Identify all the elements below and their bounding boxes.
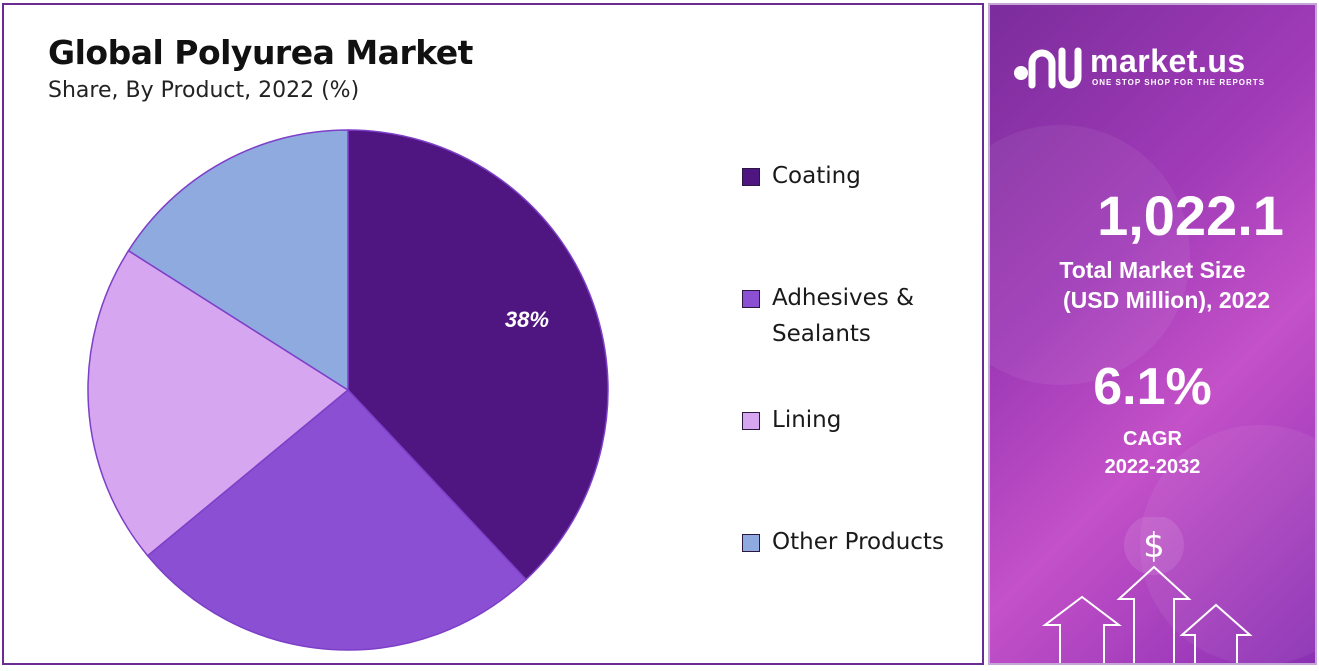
brand-logo: market.us ONE STOP SHOP FOR THE REPORTS: [1012, 43, 1302, 93]
pie-slice-adhesives-sealants: [146, 388, 528, 651]
legend-label-line2: Sealants: [772, 321, 871, 347]
cagr-value: 6.1%: [1093, 358, 1212, 416]
pie-data-label: 38%: [505, 307, 549, 332]
legend-swatch-coating: [742, 168, 760, 186]
legend-label: Adhesives &: [772, 285, 915, 311]
chart-panel: Global Polyurea Market Share, By Product…: [2, 3, 984, 665]
info-panel: market.us ONE STOP SHOP FOR THE REPORTS …: [988, 3, 1317, 665]
legend-swatch-lining: [742, 412, 760, 430]
market-size-caption: (USD Million), 2022: [1062, 287, 1271, 313]
legend-label: Coating: [772, 163, 861, 189]
growth-illustration: $: [1042, 517, 1253, 663]
chart-title: Global Polyurea Market: [48, 33, 473, 72]
brand-name: market.us: [1090, 43, 1246, 79]
legend-swatch-adhesives-sealants: [742, 290, 760, 308]
chart-subtitle: Share, By Product, 2022 (%): [48, 78, 360, 103]
pie-slice-coating: [347, 129, 609, 581]
market-us-logo-icon: [1014, 47, 1082, 89]
cagr-caption: CAGR: [1123, 428, 1182, 450]
cagr-caption: 2022-2032: [1104, 456, 1201, 478]
pie-slice-lining: [87, 249, 350, 557]
market-size-value: 1,022.1: [1097, 184, 1284, 247]
background-decoration: [1140, 425, 1315, 663]
legend-label: Lining: [772, 407, 842, 433]
pie-chart: 38%: [87, 129, 609, 651]
pie-slice-other-products: [127, 129, 349, 392]
dollar-icon: $: [1143, 526, 1165, 566]
market-size-caption: Total Market Size: [1059, 257, 1246, 283]
brand-tagline: ONE STOP SHOP FOR THE REPORTS: [1092, 78, 1266, 87]
up-arrow-icon: [1116, 565, 1192, 663]
background-decoration: [990, 125, 1190, 385]
up-arrow-icon: [1179, 603, 1253, 663]
up-arrow-icon: [1042, 595, 1122, 663]
legend-label: Other Products: [772, 529, 944, 555]
legend-swatch-other-products: [742, 534, 760, 552]
